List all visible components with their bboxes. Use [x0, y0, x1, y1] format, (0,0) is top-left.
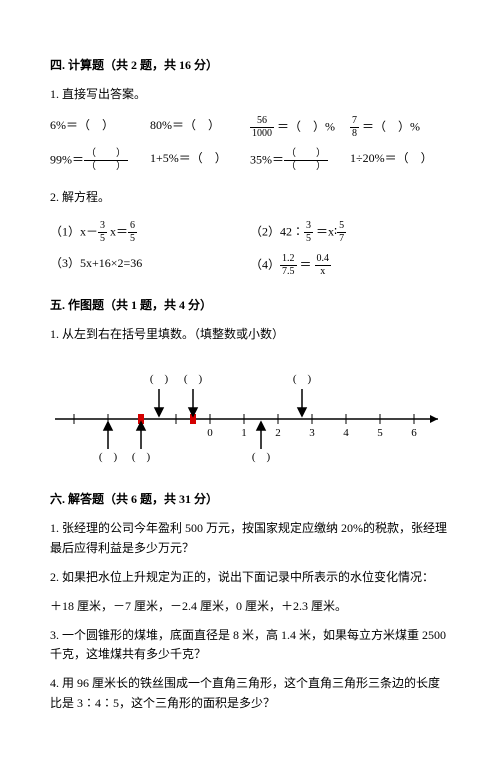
s6-q2: 2. 如果把水位上升规定为正的，说出下面记录中所表示的水位变化情况：	[50, 568, 450, 587]
frac-blank-1: （ ） （ ）	[84, 149, 128, 172]
expr-r1c4: 7 8 ＝（ ）%	[350, 114, 450, 141]
bot-blank-3: ( )	[252, 451, 271, 463]
section4-title: 四. 计算题（共 2 题，共 16 分）	[50, 56, 450, 75]
number-line-svg: 0 1 2 3 4 5 6 ( ) ( ) ( ) ( ) ( ) ( )	[50, 364, 450, 464]
tick-6: 6	[411, 427, 417, 439]
s4-q1-label: 1. 直接写出答案。	[50, 85, 450, 104]
frac-7-8: 7 8	[350, 116, 359, 139]
section5-title: 五. 作图题（共 1 题，共 4 分）	[50, 296, 450, 315]
expr-r2c3: 35%＝ （ ） （ ）	[250, 147, 350, 174]
tick-0: 0	[207, 427, 213, 439]
eq3: （3）5x+16×2=36	[50, 251, 250, 280]
eq-row-1: （1）x－35 x＝65 （2）42∶35 ＝x∶57	[50, 218, 450, 247]
tick-5: 5	[377, 427, 383, 439]
frac-blank-2: （ ） （ ）	[284, 149, 328, 172]
expr-r2c4: 1÷20%＝（ ）	[350, 147, 450, 174]
top-blank-2: ( )	[184, 373, 203, 385]
eq-row-2: （3）5x+16×2=36 （4）1.27.5 ＝ 0.4x	[50, 251, 450, 280]
tick-2: 2	[275, 427, 281, 439]
eq4: （4）1.27.5 ＝ 0.4x	[250, 251, 450, 280]
s6-q3: 3. 一个圆锥形的煤堆，底面直径是 8 米，高 1.4 米，如果每立方米煤重 2…	[50, 626, 450, 664]
expr-r2c1: 99%＝ （ ） （ ）	[50, 147, 150, 174]
tick-4: 4	[343, 427, 349, 439]
s6-q1: 1. 张经理的公司今年盈利 500 万元，按国家规定应缴纳 20%的税款，张经理…	[50, 519, 450, 557]
tick-3: 3	[309, 427, 315, 439]
expr-r2c2: 1+5%＝（ ）	[150, 147, 250, 174]
expr-row-1: 6%＝（ ） 80%＝（ ） 56 1000 ＝（ ）% 7 8 ＝（ ）%	[50, 114, 450, 141]
s4-q2-label: 2. 解方程。	[50, 188, 450, 207]
eq2: （2）42∶35 ＝x∶57	[250, 218, 450, 247]
expr-row-2: 99%＝ （ ） （ ） 1+5%＝（ ） 35%＝ （ ） （ ） 1÷20%…	[50, 147, 450, 174]
expr-r1c2: 80%＝（ ）	[150, 114, 250, 141]
top-blank-1: ( )	[150, 373, 169, 385]
tick-1: 1	[241, 427, 247, 439]
expr-r1c3: 56 1000 ＝（ ）%	[250, 114, 350, 141]
expr-r1c1: 6%＝（ ）	[50, 114, 150, 141]
bot-blank-1: ( )	[99, 451, 118, 463]
s6-q2-data: ＋18 厘米，－7 厘米，－2.4 厘米，0 厘米，＋2.3 厘米。	[50, 597, 450, 616]
eq1: （1）x－35 x＝65	[50, 218, 250, 247]
s5-q1: 1. 从左到右在括号里填数。（填整数或小数）	[50, 325, 450, 344]
s6-q4: 4. 用 96 厘米长的铁丝围成一个直角三角形，这个直角三角形三条边的长度比是 …	[50, 674, 450, 712]
section6-title: 六. 解答题（共 6 题，共 31 分）	[50, 490, 450, 509]
frac-56-1000: 56 1000	[250, 116, 274, 139]
bot-blank-2: ( )	[132, 451, 151, 463]
top-blank-3: ( )	[293, 373, 312, 385]
number-line: 0 1 2 3 4 5 6 ( ) ( ) ( ) ( ) ( ) ( )	[50, 364, 450, 470]
